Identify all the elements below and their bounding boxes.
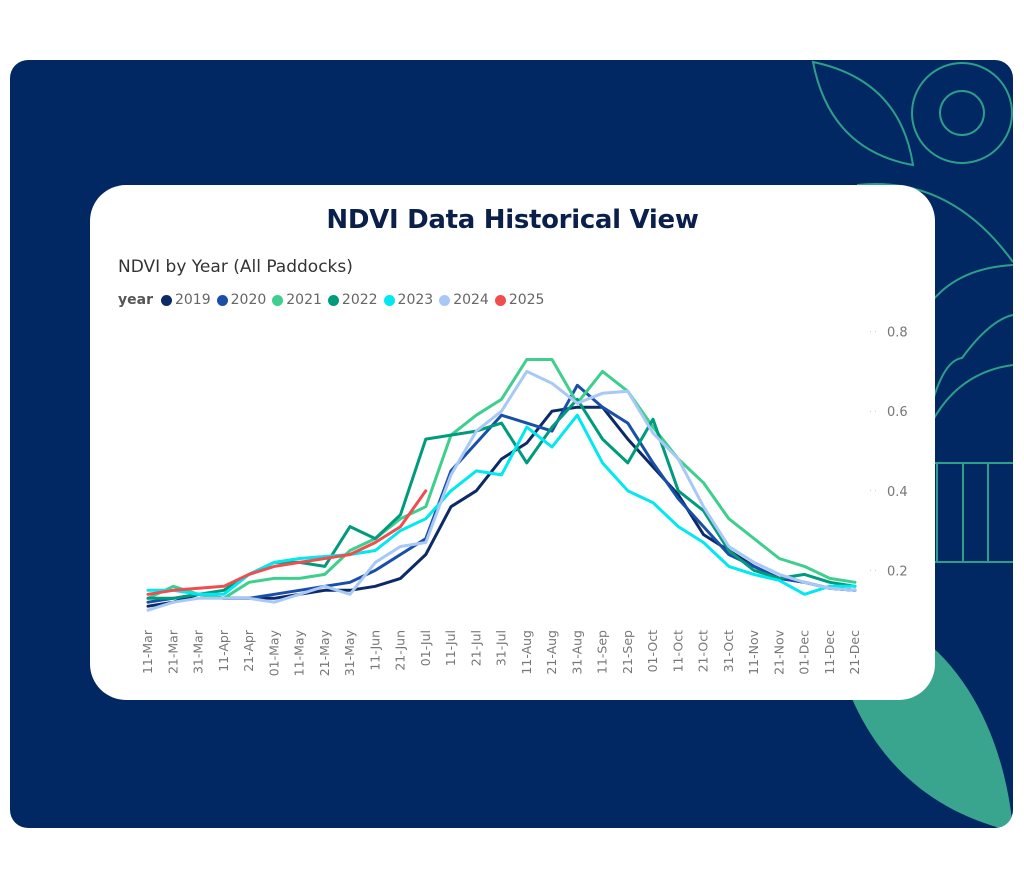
legend-item-2020[interactable]: 2020 xyxy=(216,292,267,308)
legend-dot-icon xyxy=(383,294,395,306)
x-tick-label: 21-Dec xyxy=(847,630,862,675)
series-line-2020 xyxy=(146,383,857,604)
legend-item-2025[interactable]: 2025 xyxy=(494,292,545,308)
x-tick-label: 21-Mar xyxy=(165,629,180,674)
y-tick-label: 0.2 xyxy=(887,564,908,579)
x-tick-label: 31-Aug xyxy=(569,630,584,675)
chart-title: NDVI by Year (All Paddocks) xyxy=(118,257,353,277)
x-tick-label: 31-May xyxy=(342,629,357,676)
x-tick-label: 31-Jul xyxy=(494,630,509,666)
legend-label: 2020 xyxy=(230,292,267,308)
circle-outer-decor xyxy=(911,62,1013,164)
series-line-2024 xyxy=(146,369,857,612)
grid-decor xyxy=(933,462,1013,563)
x-tick-label: 01-Jul xyxy=(418,630,433,666)
chart-legend: year 2019 2020 2021 2022 2023 2024 2025 xyxy=(118,292,550,308)
legend-item-2019[interactable]: 2019 xyxy=(160,292,211,308)
y-tick-label: 0.8 xyxy=(887,326,908,341)
legend-label: 2022 xyxy=(341,292,378,308)
y-tick-label: 0.4 xyxy=(887,485,908,500)
x-tick-label: 21-Aug xyxy=(544,630,559,675)
x-tick-label: 11-Dec xyxy=(822,630,837,675)
x-tick-label: 11-Sep xyxy=(595,630,610,674)
arc-decor xyxy=(932,264,1013,301)
x-tick-label: 11-Nov xyxy=(746,629,761,674)
y-tick-label: 0.6 xyxy=(887,405,908,420)
legend-dot-icon xyxy=(272,294,284,306)
legend-label: 2023 xyxy=(397,292,434,308)
legend-item-2021[interactable]: 2021 xyxy=(272,292,322,308)
series-line-2019 xyxy=(146,405,857,608)
x-tick-label: 11-Oct xyxy=(670,630,685,672)
x-tick-label: 11-May xyxy=(292,629,307,676)
legend-item-2024[interactable]: 2024 xyxy=(439,292,489,308)
legend-dot-icon xyxy=(439,294,451,306)
leaf-outline-decor xyxy=(811,60,915,167)
x-tick-label: 11-Jun xyxy=(367,630,382,671)
x-tick-label: 21-Nov xyxy=(771,629,786,674)
x-tick-label: 11-Aug xyxy=(519,630,534,675)
arc-decor xyxy=(856,183,1013,263)
legend-label: 2024 xyxy=(453,292,489,308)
legend-label: 2019 xyxy=(174,292,211,308)
series-line-2025 xyxy=(146,489,428,596)
x-tick-label: 11-Apr xyxy=(216,629,231,672)
chart-card: NDVI Data Historical View NDVI by Year (… xyxy=(90,185,935,700)
x-tick-label: 21-Jun xyxy=(393,630,408,671)
x-tick-label: 21-Oct xyxy=(696,630,711,672)
legend-label: 2025 xyxy=(508,292,545,308)
x-tick-label: 11-Jul xyxy=(443,630,458,666)
legend-title: year xyxy=(118,292,153,308)
legend-dot-icon xyxy=(160,294,172,306)
x-tick-label: 01-Dec xyxy=(797,630,812,675)
x-tick-label: 01-May xyxy=(266,629,281,676)
series-line-2022 xyxy=(146,397,857,600)
x-tick-label: 21-May xyxy=(317,629,332,676)
series-line-2021 xyxy=(146,358,857,600)
x-tick-label: 01-Oct xyxy=(645,630,660,672)
legend-dot-icon xyxy=(327,294,339,306)
arc-decor xyxy=(932,364,1013,421)
x-tick-label: 21-Sep xyxy=(620,630,635,674)
x-tick-label: 11-Mar xyxy=(140,629,155,674)
legend-item-2022[interactable]: 2022 xyxy=(327,292,378,308)
legend-item-2023[interactable]: 2023 xyxy=(383,292,434,308)
x-tick-label: 21-Apr xyxy=(241,629,256,672)
x-tick-label: 31-Oct xyxy=(721,630,736,672)
card-title: NDVI Data Historical View xyxy=(326,205,699,235)
legend-dot-icon xyxy=(216,294,228,306)
x-tick-label: 21-Jul xyxy=(468,630,483,666)
legend-label: 2021 xyxy=(286,292,322,308)
arc-decor xyxy=(932,314,1013,401)
line-chart: 0.2 0.4 0.6 0.8 11-Mar 21-Mar 31-Mar 11-Apr 21-A… xyxy=(140,326,908,677)
circle-inner-decor xyxy=(939,90,985,136)
legend-dot-icon xyxy=(494,294,506,306)
x-tick-label: 31-Mar xyxy=(191,629,206,674)
series-line-2023 xyxy=(146,413,857,596)
